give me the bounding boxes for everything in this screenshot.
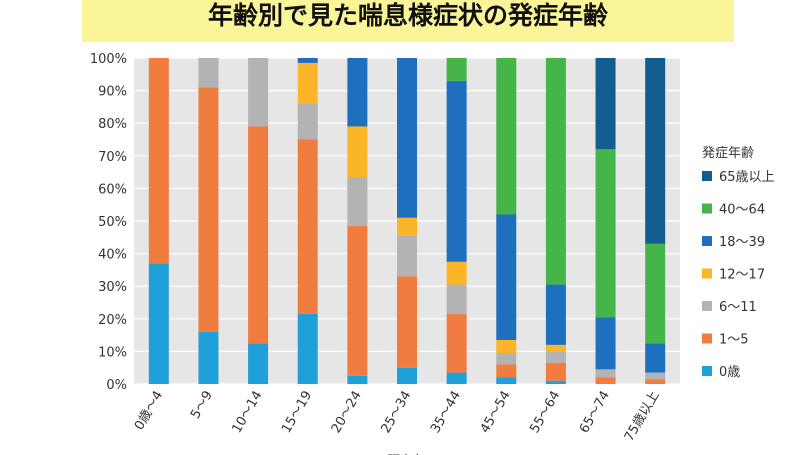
y-tick-label: 20% (98, 313, 127, 328)
bar-segment (347, 176, 368, 226)
x-tick-label: 0歳〜4 (132, 389, 166, 433)
legend-swatch (702, 203, 712, 214)
bar-segment (645, 243, 666, 344)
bar-segment (347, 225, 368, 376)
bar-segment (297, 313, 318, 384)
bar-segment (496, 58, 517, 215)
bars (148, 58, 666, 384)
bar-segment (248, 58, 269, 127)
legend-swatch (702, 366, 712, 376)
bar-segment (446, 58, 467, 81)
bar-segment (297, 58, 318, 63)
x-tick-label: 15〜19 (279, 389, 315, 436)
bar-segment (595, 149, 616, 318)
y-tick-label: 70% (98, 150, 127, 165)
bar-segment (397, 58, 417, 218)
bar-segment (148, 58, 169, 264)
bar-segment (545, 58, 566, 285)
legend-swatch (702, 333, 712, 344)
legend-label: 65歳以上 (719, 170, 775, 185)
bar-segment (545, 351, 566, 363)
legend-swatch (702, 268, 712, 279)
x-tick-label: 10〜14 (230, 389, 266, 436)
title-banner: 年齢別で見た喘息様症状の発症年齢 (82, 0, 734, 42)
bar-segment (347, 58, 368, 127)
bar-segment (198, 331, 219, 384)
legend-swatch (702, 301, 712, 311)
legend-label: 0歳 (719, 365, 740, 380)
legend-swatch (702, 236, 712, 246)
y-tick-label: 80% (98, 117, 127, 132)
y-tick-label: 10% (98, 345, 127, 360)
bar-segment (347, 375, 368, 384)
y-tick-labels: 0% 10% 20% 30% 40% 50% 60% 70% 80% 90% 100% (90, 52, 127, 393)
x-tick-label: 55〜64 (527, 389, 563, 436)
bar-segment (198, 87, 219, 332)
bar-segment (397, 217, 417, 236)
bar-segment (297, 139, 318, 314)
bar-segment (496, 364, 517, 378)
legend-label: 18〜39 (719, 235, 765, 250)
bar-segment (198, 58, 219, 88)
x-tick-label: 65〜74 (577, 389, 613, 436)
y-tick-label: 60% (98, 182, 127, 197)
x-tick-label: 25〜34 (378, 389, 414, 436)
y-tick-label: 90% (98, 85, 127, 100)
y-tick-label: 30% (98, 280, 127, 295)
bar-segment (347, 126, 368, 177)
bar-segment (397, 276, 417, 368)
x-tick-label: 45〜54 (478, 388, 514, 435)
bar-segment (148, 263, 169, 384)
legend-label: 40〜64 (719, 203, 765, 218)
x-tick-labels: 0歳〜4 5〜9 10〜14 15〜19 20〜24 25〜34 35〜44 45〜54 55〜… (132, 388, 663, 444)
legend-label: 1〜5 (719, 333, 749, 348)
bar-segment (397, 367, 417, 384)
legend: 発症年齢 65歳以上 40〜64 18〜39 12〜17 6〜11 1〜5 0歳 (702, 146, 775, 380)
bar-segment (645, 379, 666, 384)
x-tick-label: 75歳以上 (622, 389, 663, 445)
bar-segment (446, 284, 467, 314)
legend-title: 発症年齢 (702, 146, 754, 161)
bar-segment (545, 380, 566, 384)
bar-segment (645, 372, 666, 380)
x-tick-label: 5〜9 (188, 389, 216, 422)
bar-segment (645, 58, 666, 244)
bar-segment (297, 62, 318, 104)
bar-segment (595, 377, 616, 384)
bar-segment (545, 362, 566, 381)
legend-label: 12〜17 (719, 268, 765, 283)
legend-swatch (702, 171, 712, 181)
y-tick-label: 100% (90, 52, 127, 67)
bar-segment (595, 58, 616, 150)
bar-segment (446, 261, 467, 285)
bar-segment (496, 339, 517, 354)
bar-segment (645, 343, 666, 373)
bar-segment (248, 126, 269, 344)
bar-segment (595, 317, 616, 370)
bar-segment (446, 372, 467, 384)
x-tick-label: 20〜24 (329, 389, 365, 436)
chart-title: 年齢別で見た喘息様症状の発症年齢 (207, 1, 608, 30)
bar-segment (397, 235, 417, 277)
bar-segment (545, 344, 566, 352)
bar-segment (248, 343, 269, 384)
bar-segment (496, 214, 517, 340)
y-tick-label: 40% (98, 248, 127, 263)
bar-segment (545, 284, 566, 345)
bar-segment (496, 377, 517, 384)
y-tick-label: 0% (106, 378, 127, 393)
bar-segment (297, 103, 318, 140)
x-tick-label: 35〜44 (428, 389, 464, 436)
bar-segment (446, 80, 467, 262)
bar-segment (595, 369, 616, 378)
bar-segment (496, 353, 517, 365)
y-tick-label: 50% (98, 215, 127, 230)
bar-segment (446, 313, 467, 373)
legend-label: 6〜11 (719, 300, 757, 315)
